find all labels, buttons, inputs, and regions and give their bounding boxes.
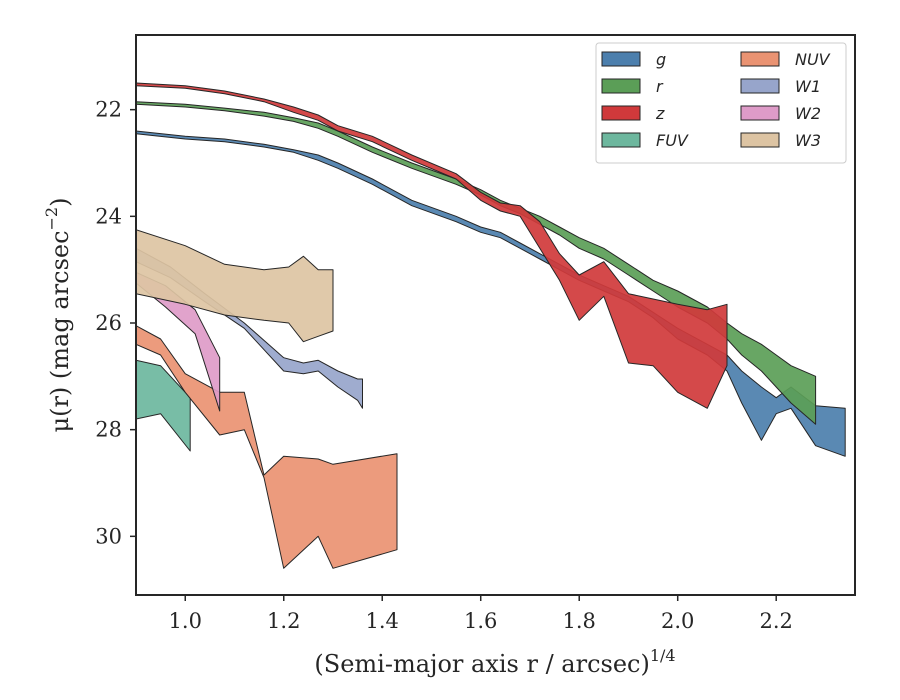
legend: grz FUV NUV W1 W2 W3 [595, 42, 847, 164]
y-tick-label: 30 [95, 524, 122, 548]
legend-label-W1: W1 [795, 77, 821, 96]
band-NUV [136, 325, 398, 569]
x-axis-label: (Semi-major axis r / arcsec)1/4 [314, 646, 675, 678]
x-tick-label: 1.8 [563, 609, 596, 633]
legend-swatch-z [601, 105, 641, 121]
legend-swatch-g [601, 51, 641, 67]
x-tick-label: 1.6 [464, 609, 497, 633]
x-tick-label: 2.2 [760, 609, 793, 633]
x-tick-label: 1.0 [169, 609, 202, 633]
legend-label-W2: W2 [795, 104, 821, 123]
x-tick-label: 2.0 [661, 609, 694, 633]
y-tick-label: 26 [95, 311, 122, 335]
legend-label-z: z [655, 104, 665, 123]
band-FUV [136, 359, 191, 452]
legend-swatch-W1 [740, 78, 780, 94]
legend-label-r: r [656, 77, 664, 96]
legend-swatch-FUV [601, 132, 641, 148]
legend-swatch-W3 [740, 132, 780, 148]
x-tick-label: 1.4 [366, 609, 399, 633]
y-tick-label: 28 [95, 418, 122, 442]
y-tick-label: 22 [95, 98, 122, 122]
y-tick-label: 24 [95, 204, 122, 228]
legend-swatch-r [601, 78, 641, 94]
legend-label-W3: W3 [795, 131, 821, 150]
band-z [136, 82, 728, 409]
legend-label-FUV: FUV [656, 131, 689, 150]
x-tick-label: 1.2 [267, 609, 300, 633]
legend-label-NUV: NUV [795, 50, 831, 69]
legend-swatch-NUV [740, 51, 780, 67]
y-axis: 22 24 26 28 30 [95, 98, 136, 548]
x-axis: 1.0 1.2 1.4 1.6 1.8 2.0 2.2 [169, 595, 793, 633]
plot-frame [135, 34, 856, 596]
profile-bands [136, 82, 846, 569]
band-g [136, 130, 846, 457]
y-axis-label: μ(r) (mag arcsec−2) [42, 198, 74, 433]
legend-label-g: g [656, 50, 666, 69]
legend-swatch-W2 [740, 105, 780, 121]
legend-box [595, 42, 847, 164]
band-W3 [136, 229, 334, 343]
